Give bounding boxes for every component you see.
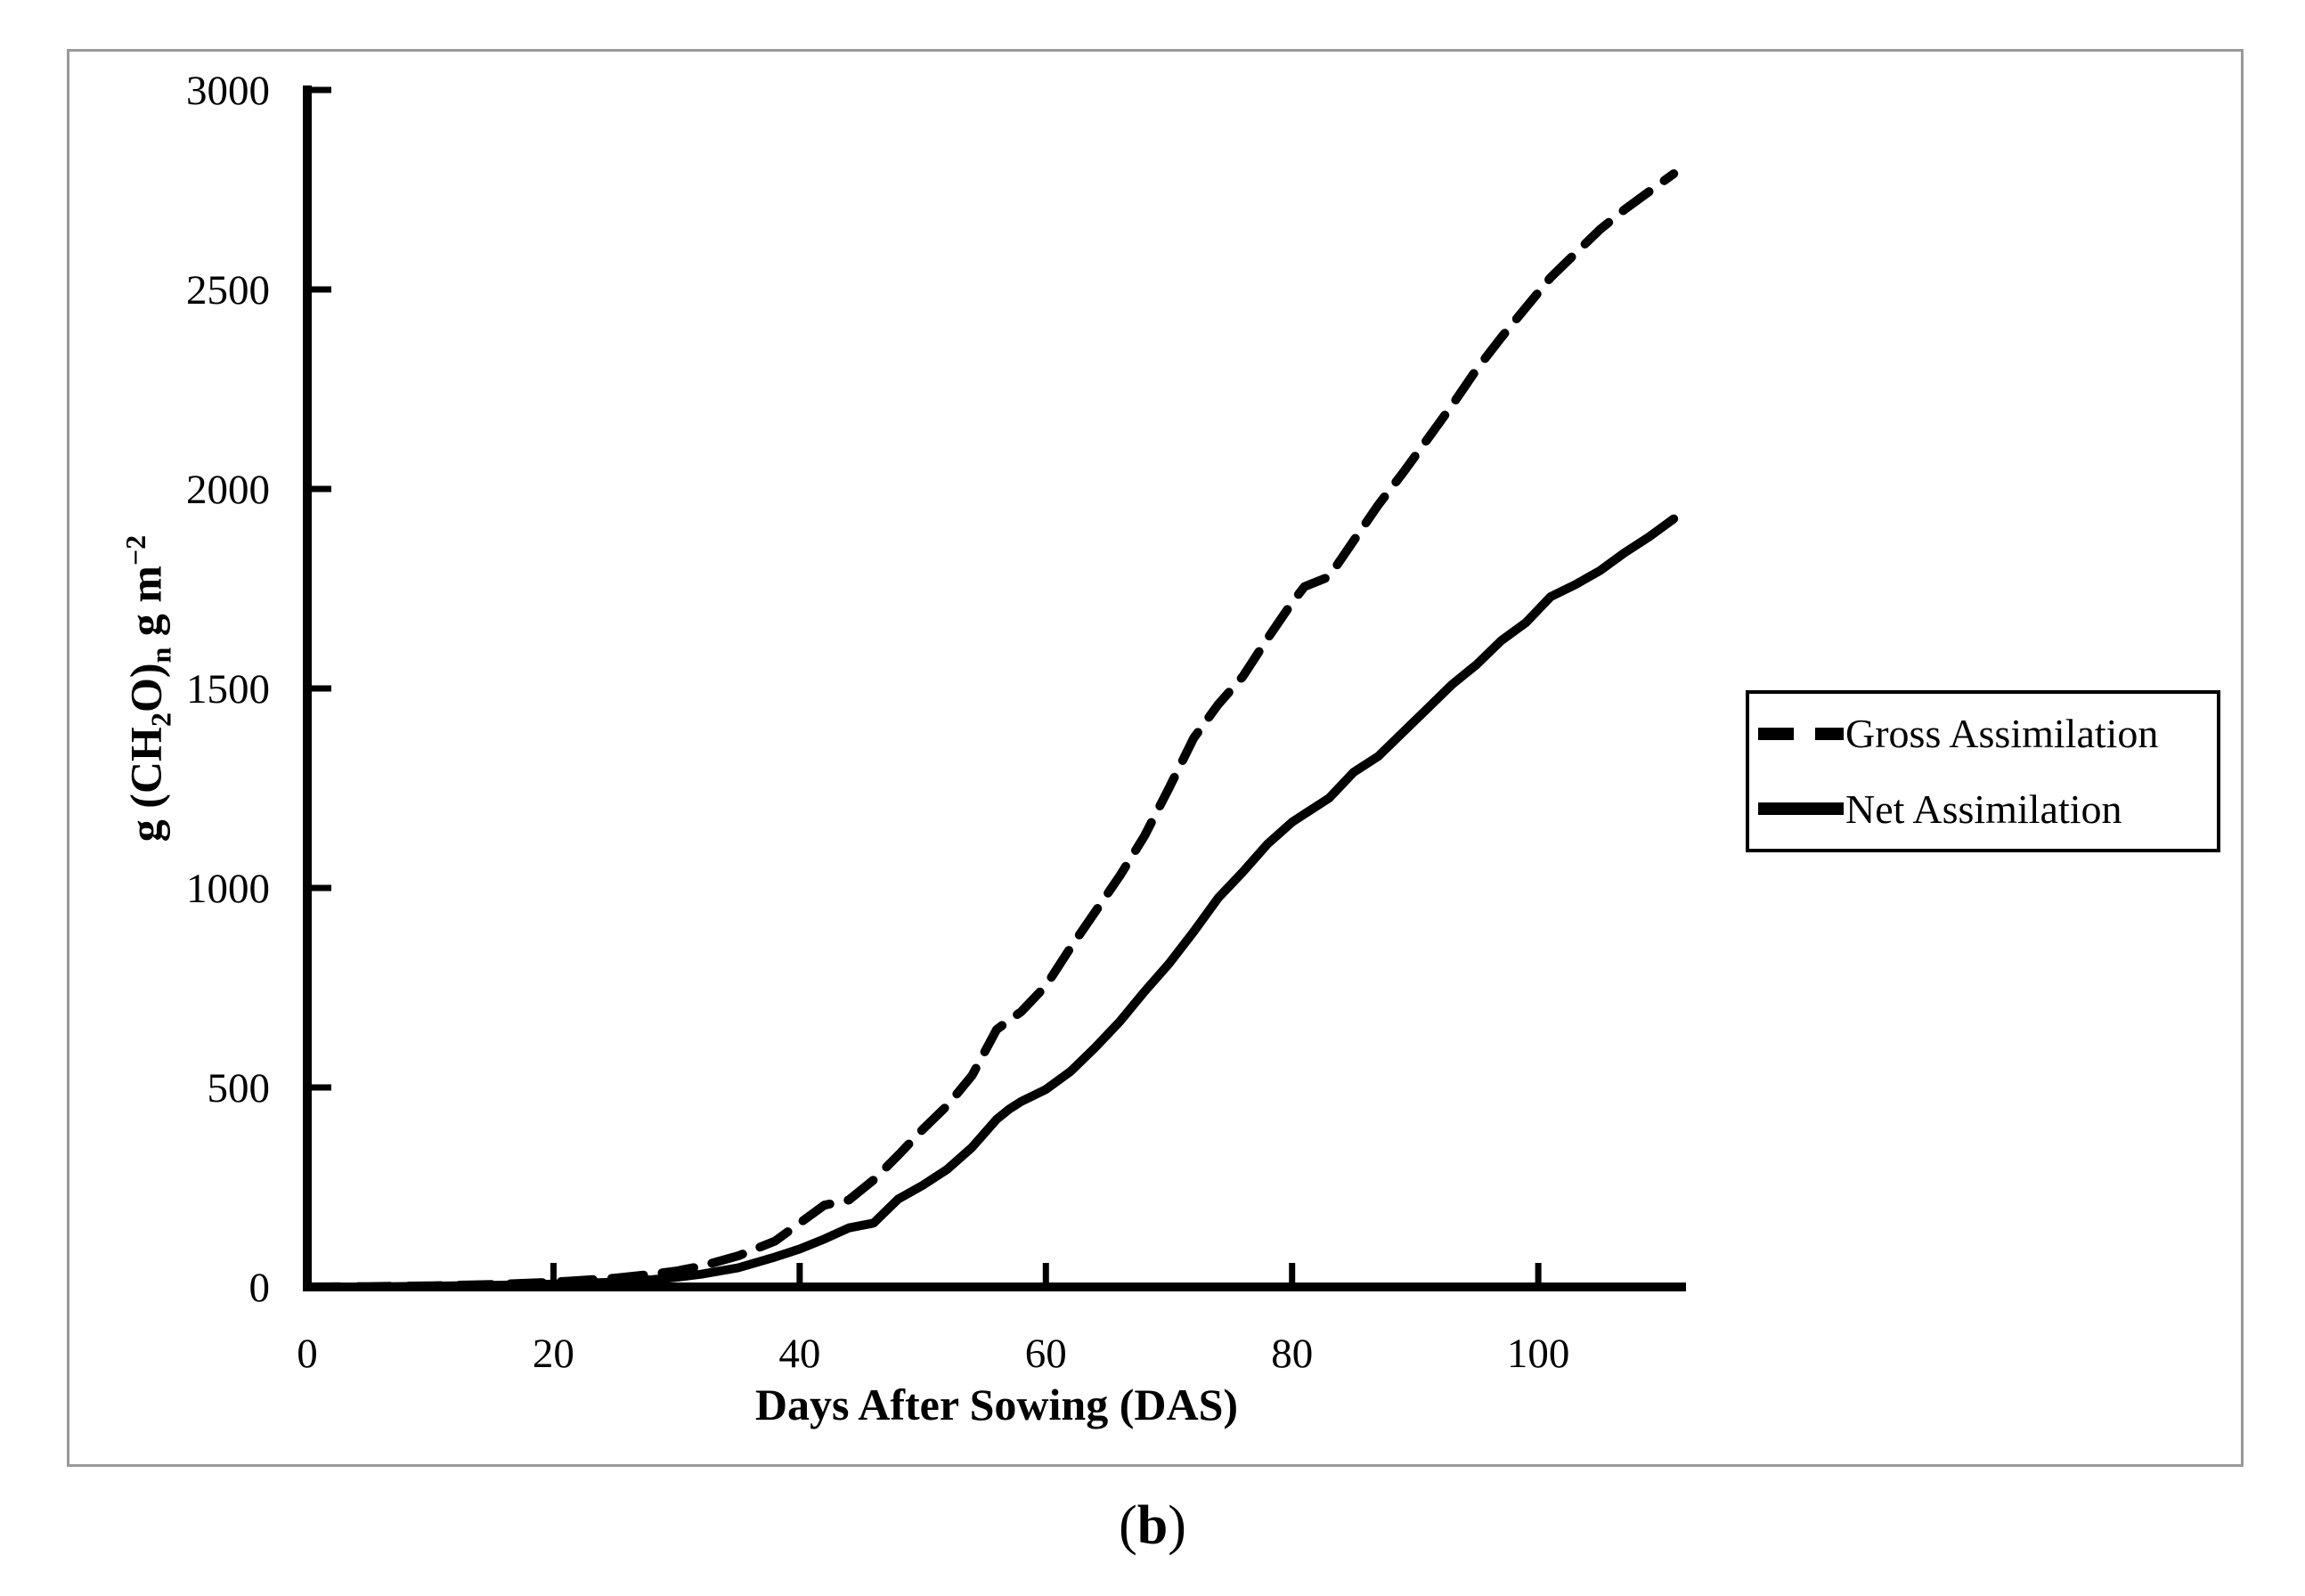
legend-item-net: Net Assimilation [1756, 773, 2217, 844]
caption-letter: b [1136, 1495, 1169, 1556]
y-axis-title-part: 2 [144, 712, 177, 728]
x-tick-label: 20 [533, 1331, 574, 1377]
figure-caption: (b) [0, 1494, 2305, 1558]
y-tick-label: 1000 [186, 866, 270, 912]
gross-assimilation-curve [303, 169, 1679, 1291]
y-axis-title-part: g (CH [120, 727, 171, 843]
legend-item-gross: Gross Assimilation [1756, 698, 2217, 770]
y-axis-title: g (CH2O)n g m−2 [102, 90, 177, 1287]
x-tick-label: 40 [778, 1331, 820, 1377]
y-tick-label: 2500 [186, 267, 270, 314]
net-assimilation-curve [303, 514, 1679, 1291]
y-axis-title-part: O) [120, 663, 171, 713]
legend: Gross Assimilation Net Assimilation [1746, 690, 2220, 852]
y-axis-title-part: g m [120, 566, 171, 647]
y-tick-label: 1500 [186, 666, 270, 712]
axes [303, 86, 1686, 1291]
x-axis-title: Days After Sowing (DAS) [754, 1380, 1239, 1429]
axis-ticks [307, 86, 1542, 1287]
y-tick-label: 500 [208, 1065, 271, 1112]
x-tick-label: 0 [297, 1331, 318, 1377]
y-axis-title-part: −2 [119, 534, 151, 566]
y-tick-label: 0 [249, 1265, 271, 1311]
x-tick-label: 100 [1507, 1331, 1570, 1377]
data-series [303, 169, 1679, 1291]
y-tick-label: 2000 [186, 467, 270, 513]
dashed-line-sample [1758, 727, 1844, 740]
caption-open-paren: ( [1119, 1495, 1137, 1556]
caption-close-paren: ) [1168, 1495, 1186, 1556]
solid-line-sample [1758, 802, 1844, 816]
legend-label-gross: Gross Assimilation [1845, 711, 2159, 757]
y-axis-title-part: n [144, 647, 177, 664]
x-tick-label: 80 [1271, 1331, 1313, 1377]
legend-label-net: Net Assimilation [1845, 786, 2122, 832]
y-tick-label: 3000 [186, 68, 270, 114]
tick-labels: 0 500 1000 1500 2000 2500 3000 0 20 40 60 80 100 [186, 68, 1569, 1377]
x-tick-label: 60 [1025, 1331, 1067, 1377]
